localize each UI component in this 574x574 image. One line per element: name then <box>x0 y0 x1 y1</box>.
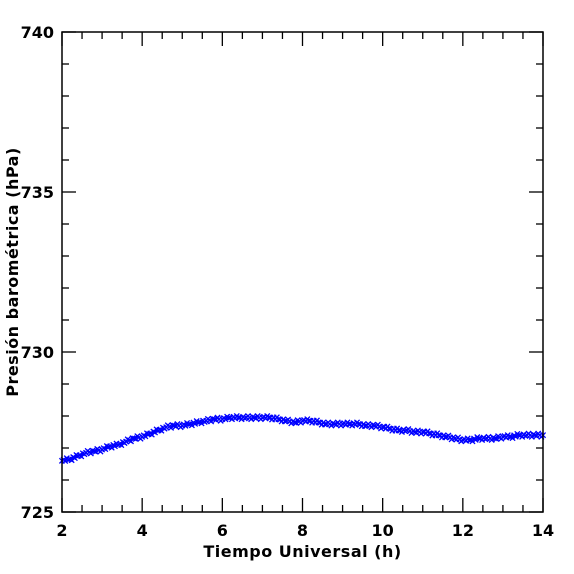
data-point <box>426 430 433 437</box>
x-tick-label: 8 <box>297 521 308 540</box>
data-point <box>118 442 125 449</box>
data-point <box>355 420 362 428</box>
data-point <box>265 414 272 421</box>
data-point <box>275 416 282 423</box>
data-point <box>321 421 329 428</box>
y-tick-label: 725 <box>21 503 54 522</box>
data-point <box>225 414 232 421</box>
axis-ticks <box>61 31 544 513</box>
data-point <box>235 414 242 421</box>
data-point <box>142 433 149 440</box>
data-point <box>395 427 402 434</box>
data-point <box>379 424 386 431</box>
data-point <box>419 428 426 436</box>
data-point <box>281 418 288 425</box>
data-point <box>148 431 155 438</box>
x-tick-label: 4 <box>137 521 148 540</box>
data-point <box>291 419 298 426</box>
data-point <box>305 417 312 424</box>
data-point <box>102 446 109 453</box>
data-point <box>78 453 85 460</box>
y-tick-label: 735 <box>21 183 54 202</box>
data-point <box>71 455 78 462</box>
data-point <box>151 429 159 436</box>
x-tick-label: 6 <box>217 521 228 540</box>
x-tick-label: 14 <box>532 521 554 540</box>
data-point <box>158 427 165 434</box>
plot-frame <box>61 31 544 513</box>
data-point <box>435 432 442 439</box>
data-point <box>442 434 449 441</box>
data-points <box>58 412 547 465</box>
data-point <box>386 425 393 432</box>
data-point <box>169 422 176 429</box>
data-point <box>209 415 216 422</box>
y-axis-title: Presión barométrica (hPa) <box>3 147 22 397</box>
data-point <box>475 435 482 442</box>
y-tick-label: 740 <box>21 23 54 42</box>
data-point <box>315 419 322 426</box>
data-point <box>131 435 138 442</box>
data-point <box>361 423 369 430</box>
data-point <box>91 448 98 455</box>
tick-labels: 2 4 6 8 10 12 14 725 730 735 740 <box>21 23 555 540</box>
data-point <box>515 432 523 439</box>
data-point <box>68 457 75 464</box>
x-axis-title: Tiempo Universal (h) <box>203 542 401 561</box>
x-tick-label: 10 <box>372 521 394 540</box>
x-tick-label: 2 <box>56 521 67 540</box>
data-point <box>466 436 473 444</box>
data-point <box>506 433 513 440</box>
x-tick-label: 12 <box>452 521 474 540</box>
y-tick-label: 730 <box>21 343 54 362</box>
data-point <box>491 435 498 442</box>
data-point <box>345 420 353 428</box>
